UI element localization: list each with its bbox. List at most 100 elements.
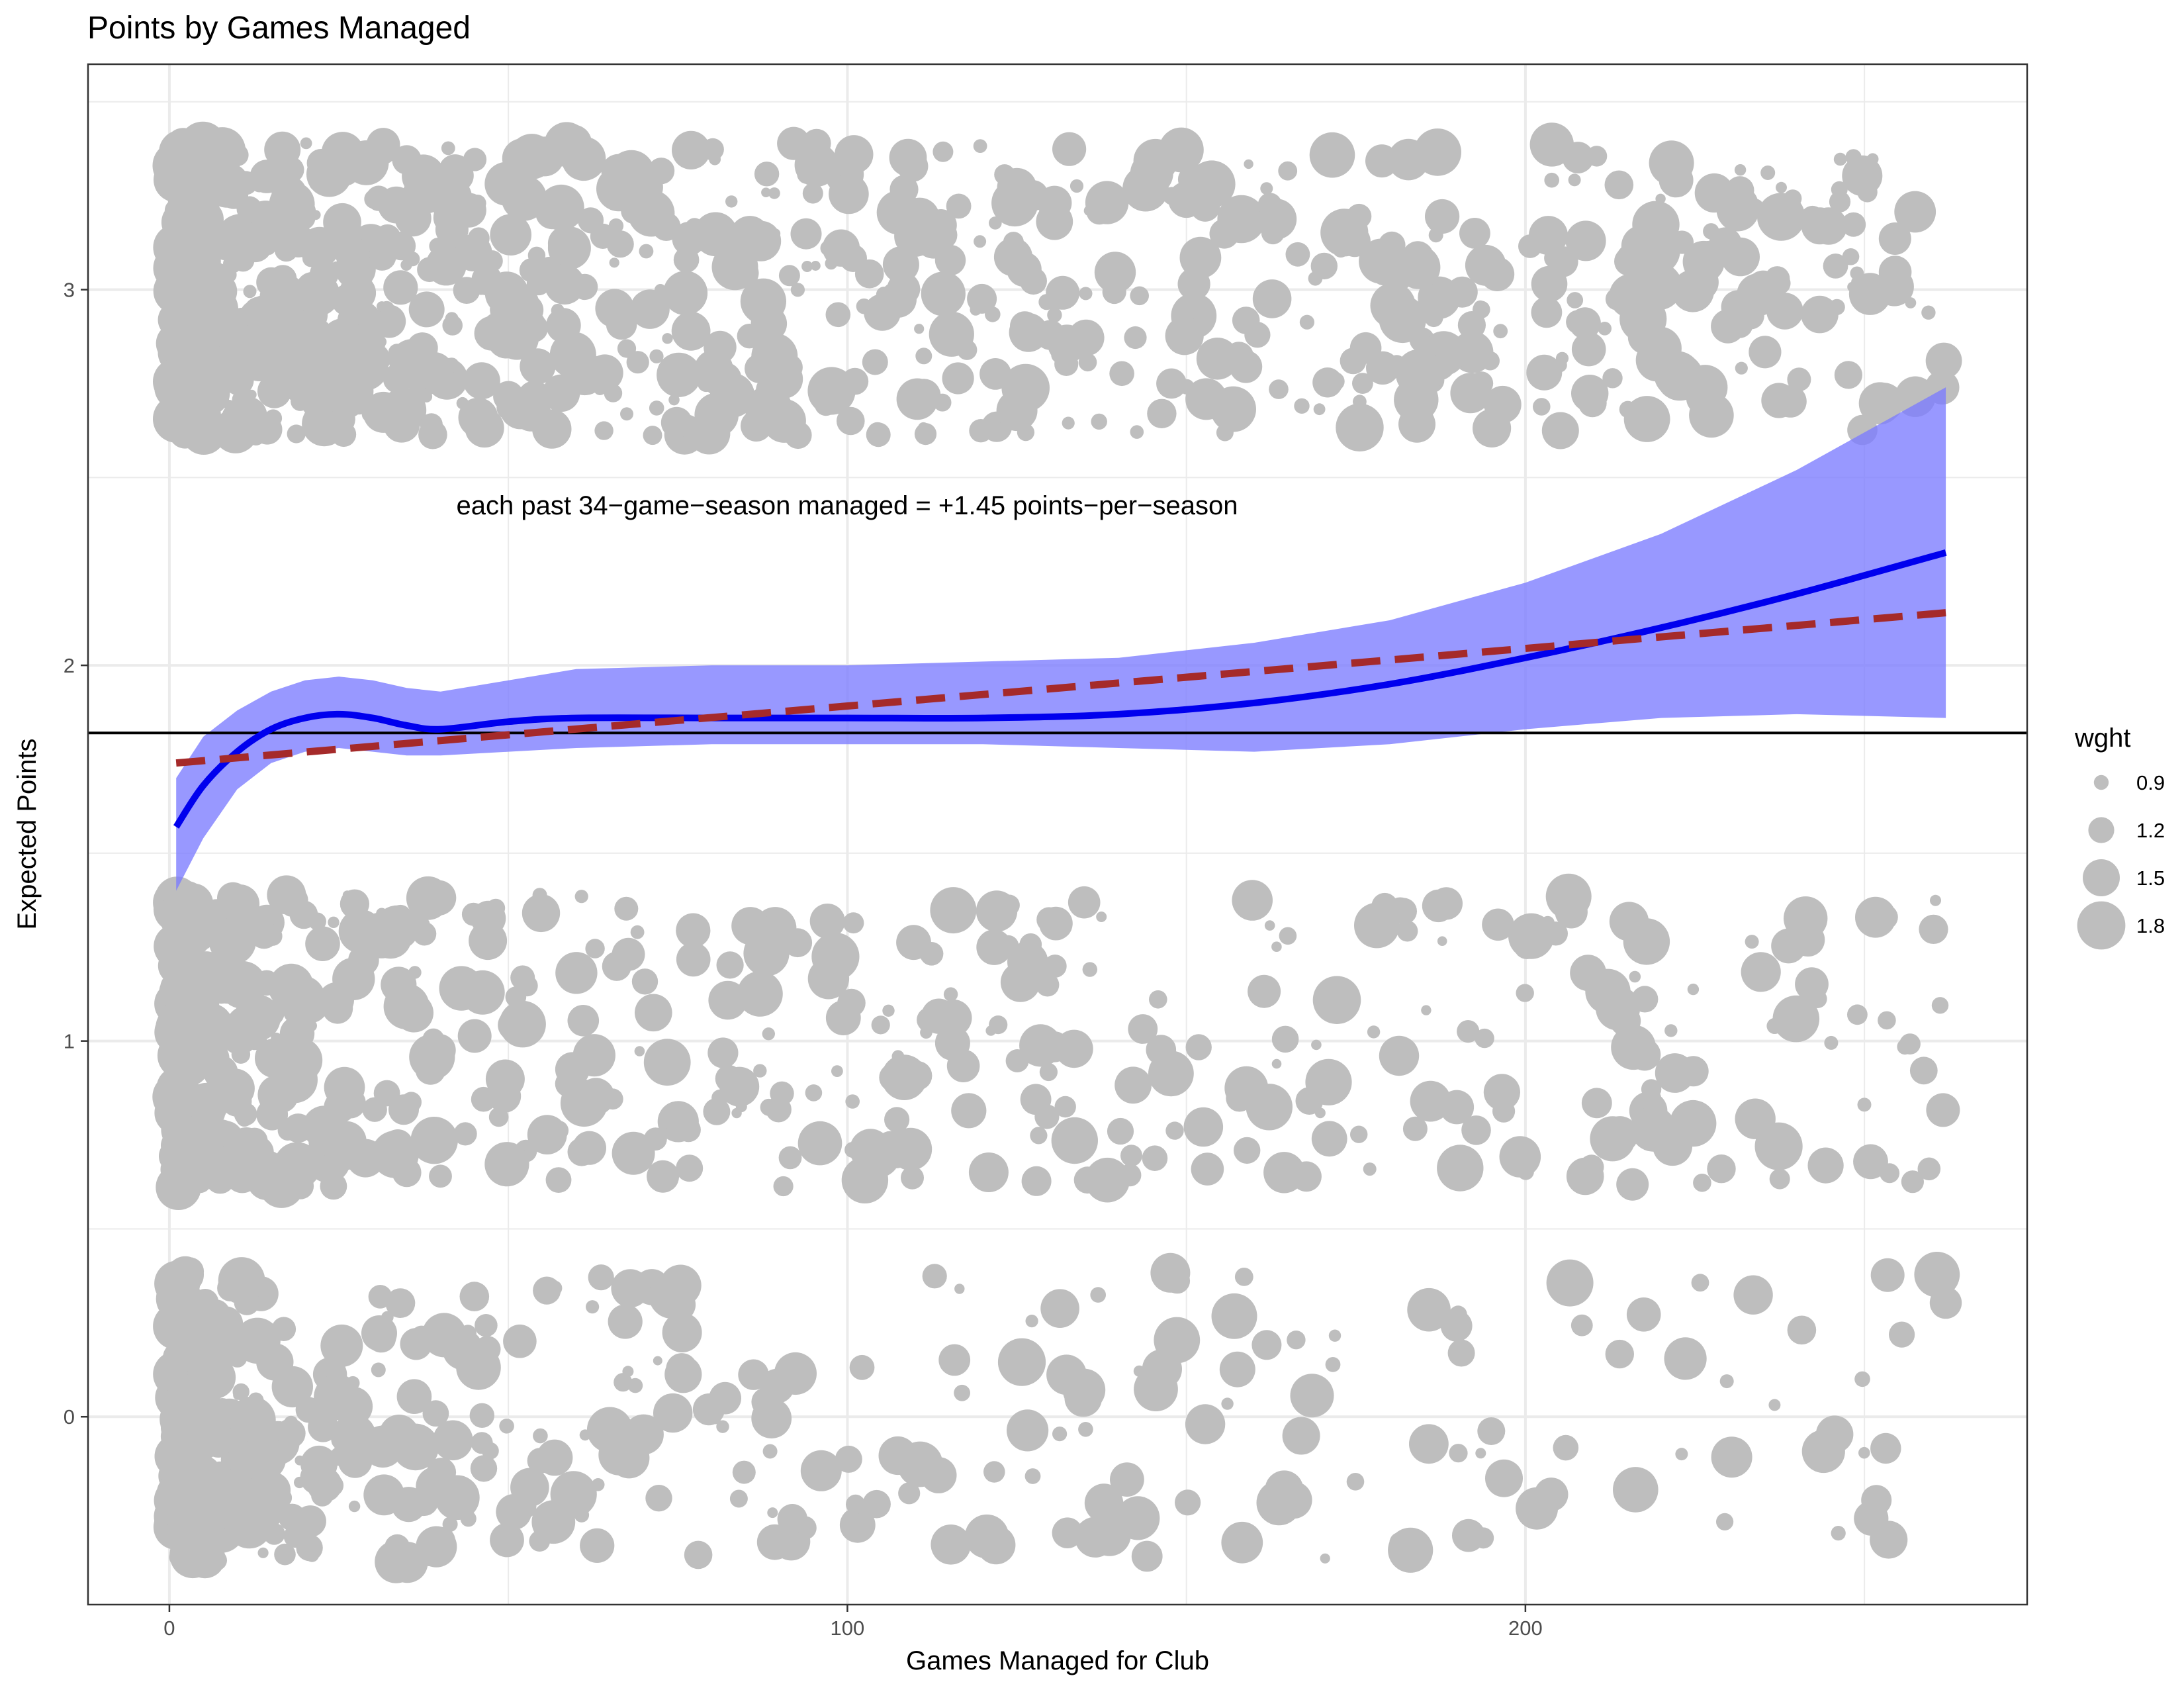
scatter-point — [1926, 1093, 1960, 1127]
chart-title: Points by Games Managed — [87, 11, 471, 46]
scatter-point — [1801, 295, 1839, 334]
scatter-point — [470, 1455, 498, 1482]
scatter-point — [217, 882, 249, 914]
scatter-point — [1721, 290, 1755, 324]
scatter-point — [716, 951, 744, 979]
scatter-point — [190, 1330, 226, 1366]
scatter-point — [845, 1094, 860, 1109]
scatter-point — [1493, 324, 1508, 339]
scatter-point — [242, 1127, 268, 1154]
scatter-point — [889, 175, 919, 204]
scatter-point — [490, 289, 530, 330]
scatter-point — [453, 277, 480, 304]
scatter-point — [1855, 896, 1896, 938]
scatter-point — [1422, 889, 1455, 923]
scatter-point — [1553, 1434, 1579, 1461]
scatter-point — [1128, 1014, 1158, 1044]
scatter-point — [189, 154, 232, 197]
scatter-point — [704, 330, 737, 364]
scatter-point — [648, 158, 675, 185]
scatter-point — [602, 951, 631, 981]
scatter-point — [283, 1113, 313, 1143]
scatter-point — [985, 1025, 996, 1036]
scatter-point — [1224, 342, 1254, 371]
scatter-point — [156, 1474, 197, 1513]
scatter-point — [1191, 1152, 1224, 1186]
scatter-point — [707, 1037, 739, 1068]
scatter-point — [274, 238, 298, 262]
scatter-point — [1780, 392, 1799, 410]
scatter-point — [1396, 920, 1418, 942]
scatter-point — [547, 1280, 563, 1296]
scatter-point — [1901, 1170, 1924, 1194]
scatter-point — [1621, 224, 1664, 267]
scatter-point — [614, 1373, 633, 1392]
scatter-point — [394, 993, 433, 1033]
scatter-point — [1905, 297, 1917, 308]
scatter-point — [1787, 1315, 1817, 1345]
scatter-point — [287, 314, 301, 329]
scatter-point — [294, 1505, 326, 1538]
scatter-point — [246, 426, 266, 446]
scatter-point — [163, 1367, 189, 1393]
scatter-point — [777, 1504, 808, 1534]
scatter-point — [308, 1411, 339, 1442]
scatter-point — [1847, 1004, 1868, 1025]
scatter-point — [1370, 283, 1416, 328]
scatter-point — [1475, 1028, 1494, 1049]
legend-key-circle — [2088, 817, 2115, 843]
scatter-point — [1078, 353, 1097, 372]
scatter-point — [1030, 1127, 1048, 1145]
scatter-point — [1834, 361, 1862, 389]
scatter-point — [1068, 319, 1105, 356]
scatter-point — [1346, 1473, 1365, 1491]
scatter-point — [501, 175, 547, 221]
scatter-point — [684, 1540, 713, 1570]
scatter-point — [1541, 412, 1579, 449]
scatter-point — [1682, 365, 1728, 410]
scatter-point — [169, 241, 191, 263]
scatter-point — [1483, 1074, 1520, 1111]
scatter-point — [1646, 361, 1661, 377]
scatter-point — [1477, 1417, 1506, 1445]
scatter-point — [1555, 896, 1588, 929]
legend-key-circle — [2077, 901, 2126, 950]
scatter-point — [1024, 1468, 1041, 1484]
scatter-point — [1894, 191, 1936, 233]
scatter-point — [392, 1158, 422, 1188]
scatter-point — [1120, 1145, 1142, 1167]
scatter-point — [662, 1313, 702, 1352]
scatter-point — [1853, 1144, 1888, 1180]
scatter-point — [1590, 1116, 1635, 1162]
scatter-point — [825, 302, 851, 328]
scatter-point — [662, 1288, 696, 1321]
scatter-point — [1618, 289, 1644, 315]
scatter-point — [1165, 1121, 1184, 1140]
scatter-point — [334, 1428, 363, 1458]
scatter-point — [1082, 962, 1098, 977]
scatter-point — [716, 1420, 729, 1433]
scatter-point — [1531, 297, 1563, 328]
scatter-point — [882, 1004, 895, 1017]
scatter-point — [171, 420, 188, 438]
scatter-point — [484, 1142, 529, 1187]
scatter-point — [1040, 1289, 1079, 1328]
scatter-point — [915, 348, 933, 365]
scatter-point — [1568, 173, 1581, 187]
scatter-point — [422, 1400, 449, 1427]
scatter-point — [1131, 1540, 1163, 1572]
scatter-point — [1079, 287, 1093, 301]
scatter-point — [453, 1122, 477, 1146]
scatter-point — [668, 394, 680, 406]
scatter-point — [1575, 1316, 1587, 1328]
scatter-point — [1219, 1351, 1255, 1387]
scatter-point — [1007, 1409, 1049, 1452]
scatter-point — [275, 890, 290, 905]
scatter-point — [206, 1170, 224, 1188]
scatter-point — [1766, 293, 1803, 330]
scatter-point — [626, 351, 649, 374]
scatter-point — [1619, 400, 1637, 418]
scatter-point — [1257, 193, 1283, 217]
scatter-point — [665, 1111, 688, 1135]
scatter-point — [1349, 332, 1382, 364]
